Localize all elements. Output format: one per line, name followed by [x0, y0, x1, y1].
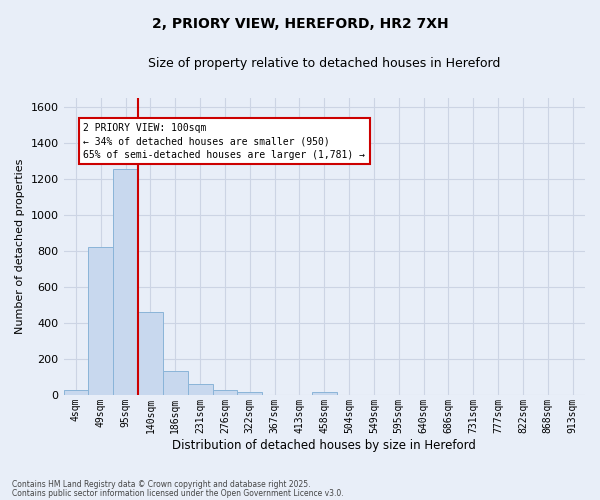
Bar [113, 169, 138, 394]
Text: 2, PRIORY VIEW, HEREFORD, HR2 7XH: 2, PRIORY VIEW, HEREFORD, HR2 7XH [152, 18, 448, 32]
Bar [163, 371, 188, 394]
Bar [188, 384, 212, 394]
Text: Contains public sector information licensed under the Open Government Licence v3: Contains public sector information licen… [12, 488, 344, 498]
X-axis label: Distribution of detached houses by size in Hereford: Distribution of detached houses by size … [172, 440, 476, 452]
Bar [88, 247, 113, 394]
Text: Contains HM Land Registry data © Crown copyright and database right 2025.: Contains HM Land Registry data © Crown c… [12, 480, 311, 489]
Text: 2 PRIORY VIEW: 100sqm
← 34% of detached houses are smaller (950)
65% of semi-det: 2 PRIORY VIEW: 100sqm ← 34% of detached … [83, 123, 365, 160]
Bar [212, 390, 238, 394]
Bar [64, 390, 88, 394]
Y-axis label: Number of detached properties: Number of detached properties [15, 158, 25, 334]
Bar [238, 392, 262, 394]
Bar [312, 392, 337, 394]
Title: Size of property relative to detached houses in Hereford: Size of property relative to detached ho… [148, 58, 500, 70]
Bar [138, 312, 163, 394]
